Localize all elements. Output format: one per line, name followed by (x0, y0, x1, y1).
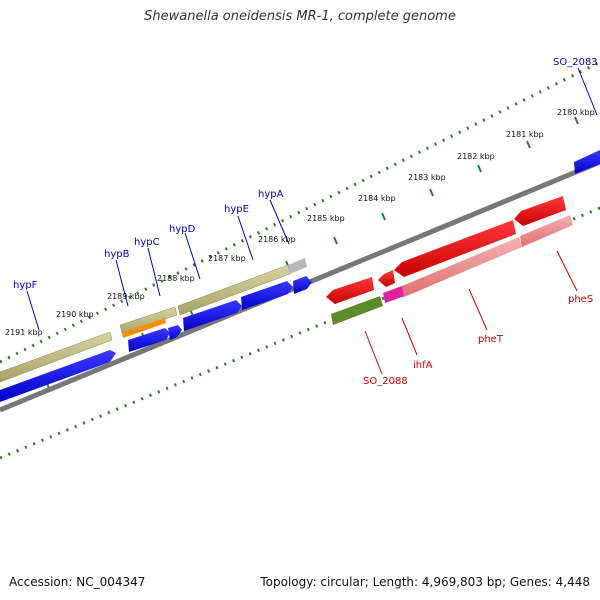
hypF-cds-bar (0, 331, 113, 383)
hypB-gene-arrow (128, 328, 170, 352)
gene-label-hypE: hypE (224, 204, 249, 215)
map-title: Shewanella oneidensis MR-1, complete gen… (144, 9, 456, 24)
gene-label-hypD: hypD (169, 224, 196, 235)
gene-label-SO_2083: SO_2083 (553, 57, 598, 68)
gene-label-SO_2088: SO_2088 (363, 376, 408, 387)
label-leaders (26, 67, 598, 375)
hypD-gene-arrow (183, 300, 242, 331)
gene-label-ihfA: ihfA (413, 360, 433, 371)
hypC-cds-bar (119, 306, 178, 334)
pheT-gene-arrow (394, 220, 516, 277)
pheS-cds-bar (520, 215, 573, 247)
upper-tick-track (0, 60, 600, 364)
pheS-gene-arrow (514, 196, 566, 226)
hypC-gene-arrow (168, 325, 182, 340)
gene-label-hypB: hypB (104, 249, 130, 260)
kbp-label: 2190 kbp (56, 310, 94, 319)
kbp-label: 2181 kbp (506, 130, 544, 139)
hypF-gene-arrow (0, 350, 116, 402)
kbp-label: 2183 kbp (408, 173, 446, 182)
hypA-gene-arrow (293, 276, 312, 294)
accession-text: Accession: NC_004347 (9, 575, 146, 589)
kbp-label: 2188 kbp (157, 274, 195, 283)
SO_2083-gene-arrow (574, 150, 600, 174)
gene-label-hypA: hypA (258, 189, 284, 200)
kbp-label: 2185 kbp (307, 214, 345, 223)
genome-summary-text: Topology: circular; Length: 4,969,803 bp… (260, 575, 590, 589)
kbp-label: 2184 kbp (358, 194, 396, 203)
kbp-label: 2180 kbp (557, 108, 595, 117)
kbp-label: 2182 kbp (457, 152, 495, 161)
hypA-cds-bar (288, 258, 307, 274)
SO_2088-cds-bar (331, 296, 383, 325)
kbp-label: 2189 kbp (107, 292, 145, 301)
SO_2088-gene-arrow (326, 277, 374, 304)
ihfA-cds-bar (383, 286, 405, 303)
gene-label-hypC: hypC (134, 237, 160, 248)
kbp-label: 2191 kbp (5, 328, 43, 337)
gene-label-pheT: pheT (478, 334, 504, 345)
pheT-cds-bar (402, 237, 522, 297)
kbp-label: 2187 kbp (208, 254, 246, 263)
hypB-orange-bar (122, 318, 166, 338)
kbp-label: 2186 kbp (258, 235, 296, 244)
ihfA-gene-arrow (378, 270, 395, 287)
gene-label-hypF: hypF (13, 280, 38, 291)
hypE-gene-arrow (241, 281, 293, 310)
gene-label-pheS: pheS (568, 294, 593, 305)
